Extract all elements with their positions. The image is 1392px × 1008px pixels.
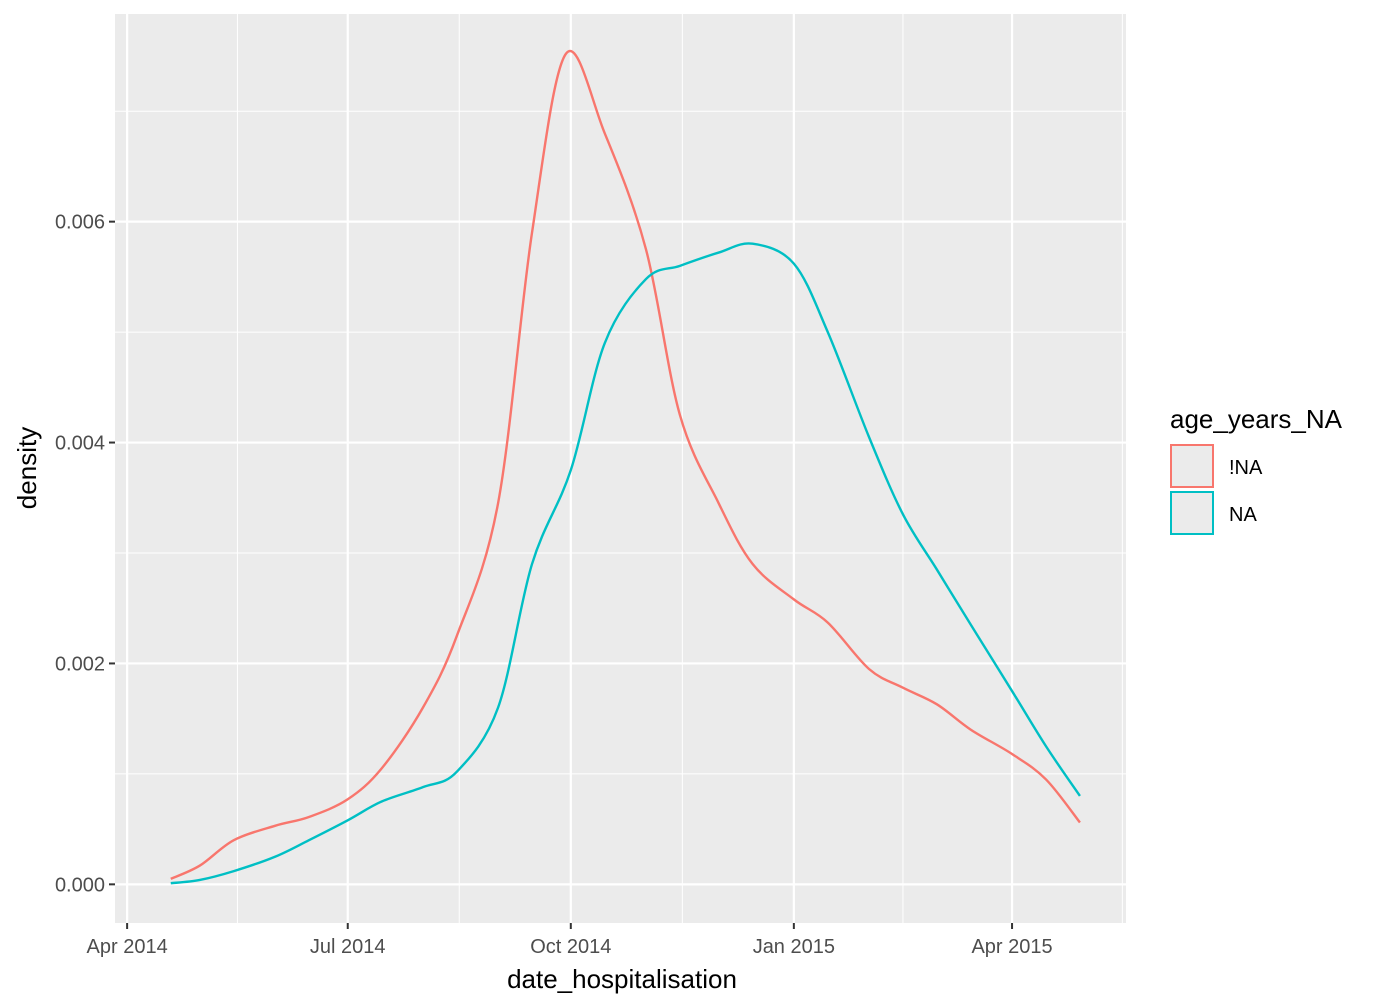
x-tick-labels: Apr 2014 Jul 2014 Oct 2014 Jan 2015 Apr 2015: [87, 936, 1053, 958]
major-gridlines: [115, 14, 1126, 923]
y-tick-label: 0.004: [55, 433, 105, 455]
minor-gridlines: [115, 14, 1126, 923]
legend-label-notna: !NA: [1229, 457, 1263, 479]
x-tick-label: Jul 2014: [310, 936, 386, 958]
x-axis-title: date_hospitalisation: [507, 964, 737, 994]
y-tick-label: 0.006: [55, 212, 105, 234]
x-tick-label: Oct 2014: [530, 936, 611, 958]
density-line-notna: [170, 49, 1081, 880]
y-tick-label: 0.002: [55, 653, 105, 675]
y-axis-title: density: [12, 427, 42, 509]
x-tick-label: Apr 2015: [971, 936, 1052, 958]
y-tick-labels: 0.000 0.002 0.004 0.006: [55, 212, 105, 897]
plot-panel: [115, 14, 1126, 923]
x-tick-label: Apr 2014: [87, 936, 168, 958]
axis-ticks: [109, 220, 1014, 929]
legend-key-notna: [1170, 444, 1214, 488]
legend: age_years_NA !NA NA: [1170, 404, 1343, 535]
density-curves: [170, 49, 1081, 885]
legend-key-na: [1170, 491, 1214, 535]
legend-label-na: NA: [1229, 504, 1257, 526]
density-line-na: [170, 242, 1081, 885]
y-tick-label: 0.000: [55, 874, 105, 896]
x-tick-label: Jan 2015: [753, 936, 835, 958]
legend-title: age_years_NA: [1170, 404, 1343, 434]
